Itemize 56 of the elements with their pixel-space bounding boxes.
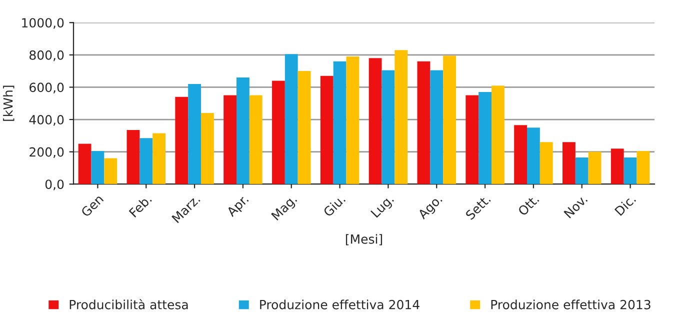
x-tick-label: Dic.	[614, 194, 636, 216]
y-tick-label: 400,0	[29, 114, 64, 126]
x-tick-label: Ago.	[417, 194, 444, 222]
legend-label: Produzione effettiva 2014	[260, 300, 420, 310]
x-tick-label: Apr.	[226, 194, 251, 219]
legend-label: Produzione effettiva 2013	[491, 300, 650, 310]
bar	[152, 133, 166, 184]
bar	[188, 84, 201, 184]
bar	[236, 78, 250, 184]
bar	[527, 128, 540, 184]
y-tick-label: 800,0	[30, 50, 64, 62]
x-tick-label: Ott.	[517, 194, 540, 216]
bar	[126, 130, 140, 184]
bar	[636, 151, 650, 184]
y-tick-label: 600,0	[30, 82, 64, 94]
y-tick-label: 1000,0	[22, 18, 64, 29]
bar	[346, 56, 360, 184]
bar	[443, 56, 456, 184]
bar	[298, 71, 311, 184]
bar	[104, 158, 118, 184]
bar	[540, 142, 553, 184]
bar	[175, 96, 188, 184]
bar	[491, 86, 504, 184]
bar	[394, 50, 408, 184]
bar	[368, 58, 382, 184]
bar	[284, 54, 298, 184]
bar	[382, 70, 395, 184]
legend-label: Producibilità attesa	[70, 299, 188, 310]
bar	[224, 95, 237, 184]
bar	[320, 76, 334, 184]
bar	[272, 80, 285, 184]
bar	[610, 148, 624, 184]
bar	[478, 92, 492, 184]
bar	[200, 113, 214, 184]
y-axis-title: [kWh]	[3, 86, 14, 121]
bar	[514, 125, 528, 184]
x-tick-label: Lug.	[370, 194, 396, 220]
bar	[624, 157, 637, 184]
bar	[140, 138, 153, 184]
bar	[575, 157, 588, 184]
bar	[91, 151, 104, 184]
x-tick-label: Feb.	[128, 194, 152, 218]
bar	[333, 61, 346, 184]
x-tick-label: Nov.	[564, 194, 588, 218]
bar	[562, 142, 576, 184]
x-tick-label: Gen	[80, 194, 104, 218]
bar	[588, 152, 602, 184]
bar	[417, 61, 430, 184]
bar	[249, 95, 262, 184]
bar	[466, 95, 479, 184]
bar	[78, 144, 92, 184]
bar	[430, 70, 444, 184]
x-axis-title: [Mesi]	[346, 234, 382, 246]
x-tick-label: Giu.	[322, 194, 346, 218]
y-tick-label: 0,0	[45, 180, 64, 190]
y-tick-label: 200,0	[30, 147, 64, 158]
